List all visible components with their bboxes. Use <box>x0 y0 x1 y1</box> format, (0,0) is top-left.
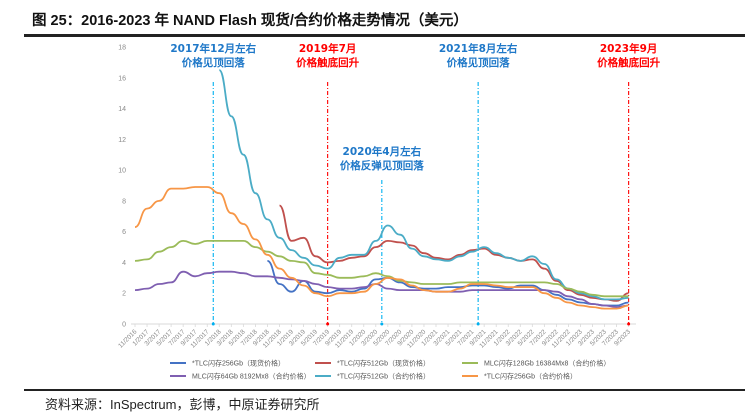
y-axis: 0 2 4 6 8 10 12 14 16 18 <box>118 45 126 329</box>
annotation-label: 2019年7月 <box>299 42 357 55</box>
annotation-label: 2021年8月左右 <box>439 42 518 55</box>
legend-item: *TLC闪存512Gb（现货价格） <box>315 359 430 368</box>
annotation-label: 价格触底回升 <box>296 56 359 69</box>
x-axis: 11/20161/20173/20175/20177/20179/201711/… <box>117 323 636 350</box>
legend-item: *TLC闪存256Gb（合约价格） <box>462 372 577 381</box>
series-line <box>218 69 629 301</box>
legend-label: MLC闪存128Gb 16384Mx8（合约价格） <box>484 359 610 368</box>
legend-item: *TLC闪存256Gb（现货价格） <box>170 359 285 368</box>
annotation-marker <box>326 322 330 326</box>
y-tick-label: 14 <box>118 106 126 113</box>
y-tick-label: 0 <box>122 322 126 329</box>
annotation-marker <box>476 322 480 326</box>
series-line <box>134 270 629 308</box>
annotation-label: 价格见顶回落 <box>182 56 245 69</box>
y-tick-label: 8 <box>122 198 126 205</box>
series-line <box>278 204 629 302</box>
series-line <box>134 239 629 298</box>
y-tick-label: 2 <box>122 291 126 298</box>
legend-label: *TLC闪存256Gb（合约价格） <box>484 372 577 381</box>
annotation-label: 2020年4月左右 <box>343 145 422 158</box>
series-line <box>134 186 629 310</box>
legend-item: MLC闪存64Gb 8192Mx8（合约价格） <box>170 372 311 381</box>
bottom-rule <box>24 389 745 391</box>
legend-item: MLC闪存128Gb 16384Mx8（合约价格） <box>462 359 610 368</box>
annotation-label: 价格见顶回落 <box>447 56 510 69</box>
y-tick-label: 4 <box>122 260 126 267</box>
y-tick-label: 18 <box>118 45 126 52</box>
y-tick-label: 6 <box>122 229 126 236</box>
annotation-marker <box>627 322 631 326</box>
top-rule <box>24 34 745 37</box>
annotation-label: 价格反弹见顶回落 <box>340 159 424 172</box>
figure-title: 图 25：2016-2023 年 NAND Flash 现货/合约价格走势情况（… <box>32 13 468 29</box>
annotation-labels: 2017年12月左右价格见顶回落2019年7月价格触底回升2020年4月左右价格… <box>170 42 660 172</box>
annotation-label: 价格触底回升 <box>597 56 660 69</box>
y-tick-label: 12 <box>118 137 126 144</box>
y-tick-label: 10 <box>118 168 126 175</box>
annotation-label: 2023年9月 <box>600 42 658 55</box>
source-note: 资料来源：InSpectrum，彭博，中原证券研究所 <box>45 397 320 412</box>
legend-item: *TLC闪存512Gb（合约价格） <box>315 372 430 381</box>
annotation-marker <box>380 322 384 326</box>
legend-label: *TLC闪存512Gb（现货价格） <box>337 359 430 368</box>
y-tick-label: 16 <box>118 75 126 82</box>
series-lines <box>134 69 629 310</box>
legend-label: *TLC闪存256Gb（现货价格） <box>192 359 285 368</box>
series-line <box>267 260 629 307</box>
annotation-label: 2017年12月左右 <box>170 42 256 55</box>
legend-label: *TLC闪存512Gb（合约价格） <box>337 372 430 381</box>
price-line-chart: 0 2 4 6 8 10 12 14 16 18 11/20161/20173/20175/201… <box>117 42 660 381</box>
legend: *TLC闪存256Gb（现货价格） *TLC闪存512Gb（现货价格） MLC闪存1… <box>170 359 610 381</box>
annotation-marker <box>211 322 215 326</box>
legend-label: MLC闪存64Gb 8192Mx8（合约价格） <box>192 372 311 381</box>
